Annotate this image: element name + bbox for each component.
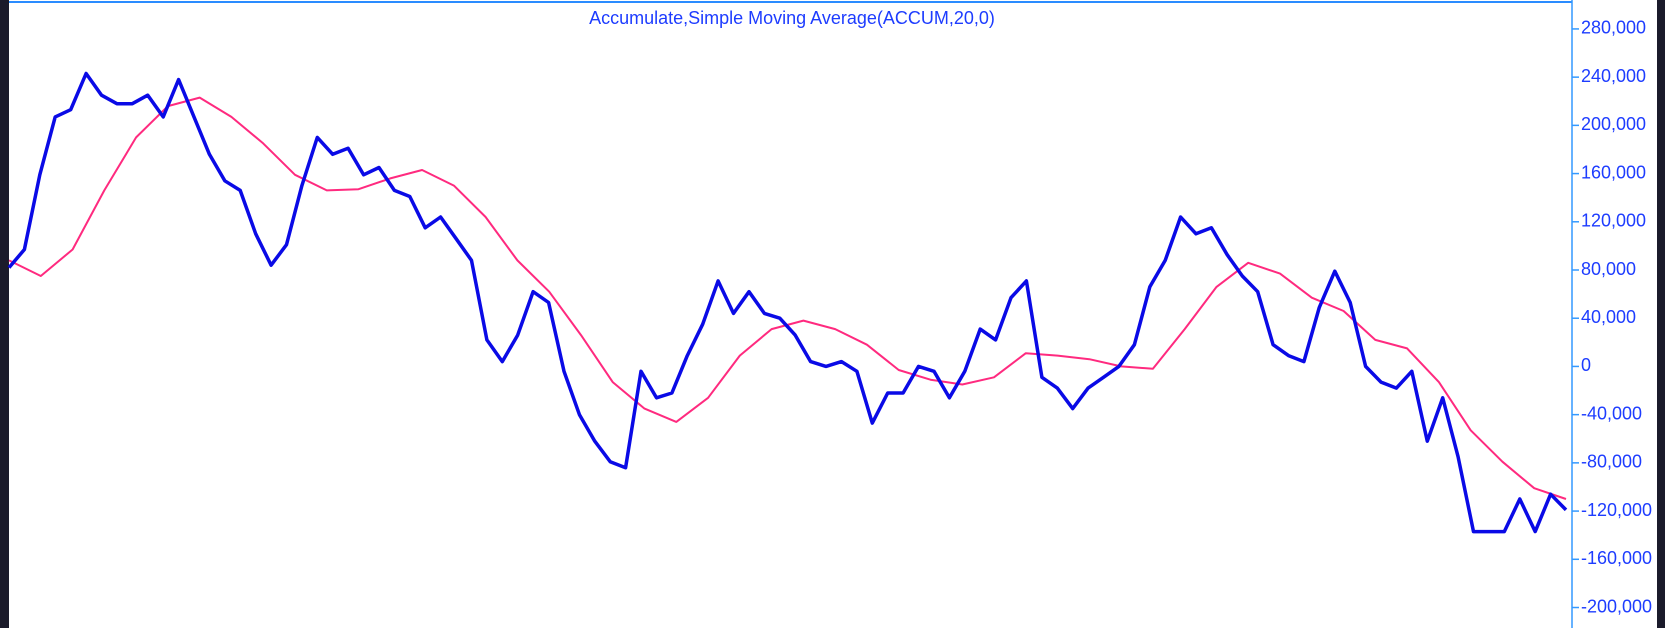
y-tick-label: -40,000 [1581, 403, 1642, 423]
y-axis-ticks: -200,000 -160,000 -120,000 -80,000 -40,000 0 4… [1572, 18, 1652, 616]
y-tick-label: -200,000 [1581, 596, 1652, 616]
y-tick-label: 240,000 [1581, 66, 1646, 86]
series-line [7, 71, 1568, 534]
y-tick-label: -160,000 [1581, 548, 1652, 568]
y-tick-label: 160,000 [1581, 162, 1646, 182]
y-tick-label: 280,000 [1581, 18, 1646, 38]
y-tick-label: 80,000 [1581, 259, 1636, 279]
chart-title: Accumulate,Simple Moving Average(ACCUM,2… [589, 8, 995, 28]
lines [7, 71, 1568, 534]
plot-area [9, 0, 1657, 628]
y-tick-label: 40,000 [1581, 307, 1636, 327]
y-tick-label: -120,000 [1581, 500, 1652, 520]
y-tick-label: 200,000 [1581, 114, 1646, 134]
y-tick-label: -80,000 [1581, 452, 1642, 472]
y-tick-label: 0 [1581, 355, 1591, 375]
y-tick-label: 120,000 [1581, 211, 1646, 231]
